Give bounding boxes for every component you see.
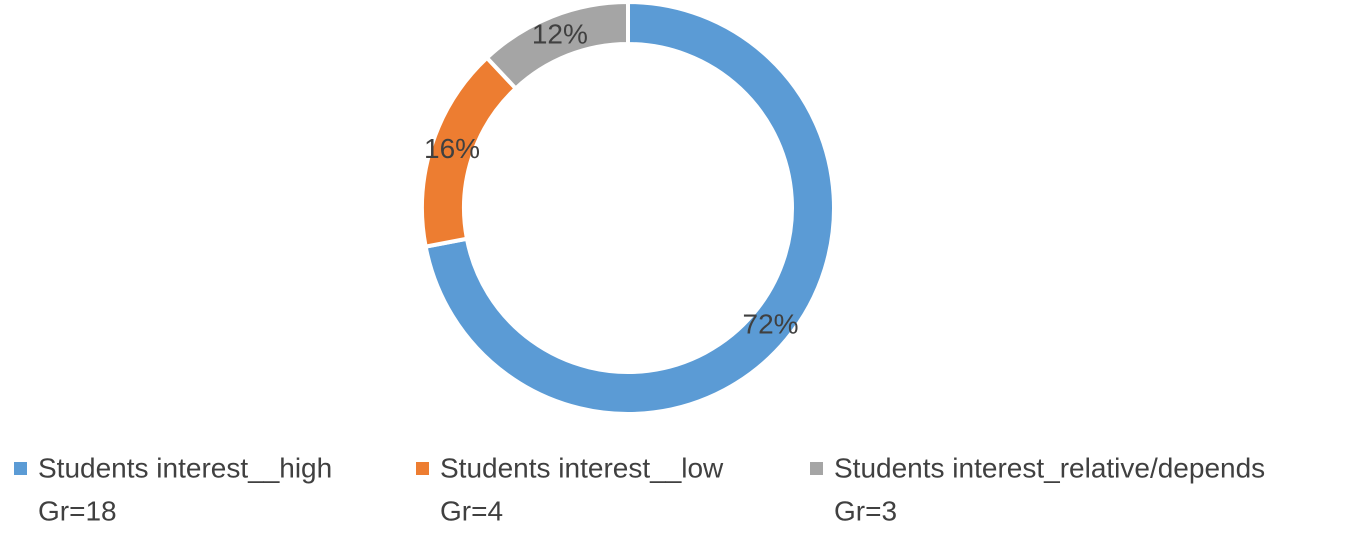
legend-label: Students interest__low bbox=[440, 452, 724, 483]
legend-label: Students interest__high bbox=[38, 452, 332, 483]
legend-swatch bbox=[810, 462, 823, 475]
legend-sublabel: Gr=4 bbox=[440, 495, 503, 526]
legend-swatch bbox=[416, 462, 429, 475]
data-label: 72% bbox=[743, 308, 799, 339]
legend-sublabel: Gr=18 bbox=[38, 495, 117, 526]
legend-label: Students interest_relative/depends bbox=[834, 452, 1265, 483]
donut-segment bbox=[484, 0, 630, 92]
data-label: 16% bbox=[424, 133, 480, 164]
legend-swatch bbox=[14, 462, 27, 475]
legend-sublabel: Gr=3 bbox=[834, 495, 897, 526]
donut-segment bbox=[423, 0, 836, 416]
data-label: 12% bbox=[532, 18, 588, 49]
